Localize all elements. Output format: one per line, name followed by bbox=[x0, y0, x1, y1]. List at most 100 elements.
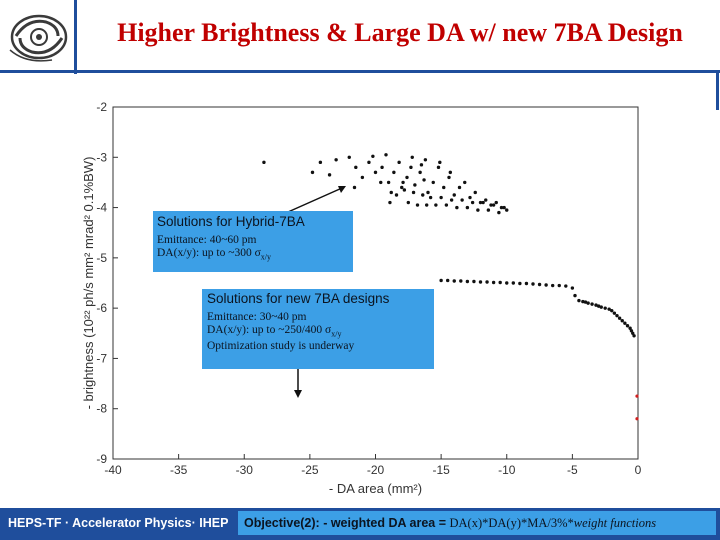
data-point bbox=[489, 203, 493, 207]
data-point bbox=[468, 195, 472, 200]
data-point bbox=[397, 160, 401, 165]
x-tick-label: -5 bbox=[567, 463, 578, 477]
data-point bbox=[334, 158, 338, 162]
data-point bbox=[352, 185, 357, 190]
hybrid-da: DA(x/y): up to ~300 σx/y bbox=[157, 247, 353, 263]
header-rule bbox=[0, 70, 720, 73]
data-point bbox=[436, 165, 441, 170]
data-point bbox=[603, 306, 607, 310]
data-point bbox=[573, 293, 577, 298]
data-point bbox=[594, 303, 598, 307]
data-point bbox=[413, 183, 417, 187]
data-point bbox=[452, 193, 456, 197]
y-tick-label: -9 bbox=[96, 452, 107, 466]
brightness-vs-da-chart: -40 -35 -30 -25 -20 -15 -10 -5 0 -2 -3 -4 -5 -6 -7 -8 -9… bbox=[81, 100, 642, 496]
data-point bbox=[310, 170, 315, 175]
data-point bbox=[478, 280, 483, 284]
data-point bbox=[423, 158, 428, 162]
data-point bbox=[478, 200, 483, 205]
data-point bbox=[457, 185, 462, 190]
slide-title: Higher Brightness & Large DA w/ new 7BA … bbox=[117, 18, 683, 47]
header-vertical-rule bbox=[74, 0, 77, 74]
data-point bbox=[402, 188, 407, 192]
data-point bbox=[617, 316, 622, 320]
hybrid-arrow-line bbox=[287, 187, 343, 213]
data-point bbox=[405, 175, 409, 180]
data-point bbox=[531, 282, 535, 286]
data-point bbox=[445, 278, 450, 283]
data-point bbox=[379, 180, 383, 185]
data-point bbox=[384, 153, 388, 157]
x-tick-label: -40 bbox=[104, 463, 122, 477]
data-point bbox=[628, 326, 632, 330]
data-point bbox=[444, 203, 449, 207]
data-point bbox=[564, 284, 568, 288]
data-point bbox=[419, 163, 424, 167]
data-point bbox=[511, 281, 516, 285]
data-point bbox=[631, 331, 635, 335]
data-point bbox=[557, 283, 561, 288]
data-point bbox=[459, 279, 463, 283]
data-point bbox=[632, 334, 636, 338]
data-point bbox=[473, 190, 477, 195]
right-vertical-rule bbox=[716, 70, 719, 110]
data-point bbox=[347, 155, 351, 159]
y-tick-label: -7 bbox=[96, 351, 107, 365]
data-point bbox=[505, 281, 509, 285]
data-point bbox=[422, 178, 426, 182]
y-tick-label: -5 bbox=[96, 251, 107, 265]
new7ba-heading: Solutions for new 7BA designs bbox=[207, 291, 390, 306]
data-point bbox=[426, 190, 430, 195]
x-tick-label: -15 bbox=[432, 463, 450, 477]
data-point bbox=[623, 321, 627, 325]
objective-formula: DA(x)*DA(y)*MA/3%* bbox=[449, 516, 574, 530]
data-point bbox=[428, 195, 433, 200]
data-point bbox=[424, 203, 429, 207]
data-point bbox=[406, 200, 411, 205]
data-point bbox=[524, 281, 529, 286]
data-point bbox=[434, 203, 438, 207]
data-point bbox=[570, 286, 575, 290]
footer-affiliation: HEPS-TF · Accelerator Physics· IHEP bbox=[8, 516, 229, 530]
data-point bbox=[360, 175, 365, 180]
data-point bbox=[610, 308, 614, 313]
objective-text: - weighted DA area = bbox=[319, 516, 450, 530]
data-point bbox=[498, 280, 502, 285]
data-point bbox=[409, 165, 413, 170]
hybrid-emittance: Emittance: 40~60 pm bbox=[157, 234, 257, 246]
new7ba-emittance: Emittance: 30~40 pm bbox=[207, 311, 307, 323]
data-point bbox=[452, 279, 456, 283]
hybrid-da-text: DA(x/y): up to ~300 σ bbox=[157, 247, 261, 259]
data-point bbox=[484, 198, 488, 202]
data-point bbox=[455, 205, 459, 210]
data-point bbox=[470, 200, 475, 205]
data-point bbox=[581, 299, 585, 304]
data-point bbox=[411, 190, 416, 195]
data-point bbox=[447, 175, 451, 180]
data-point bbox=[577, 298, 581, 303]
x-tick-label: -25 bbox=[301, 463, 319, 477]
data-point bbox=[394, 193, 399, 197]
hybrid-heading: Solutions for Hybrid-7BA bbox=[157, 214, 305, 229]
data-point bbox=[400, 185, 404, 190]
data-point bbox=[465, 205, 470, 210]
data-point bbox=[262, 160, 266, 165]
data-point bbox=[607, 307, 611, 311]
data-point bbox=[502, 205, 506, 210]
data-point bbox=[537, 282, 542, 287]
data-point bbox=[421, 193, 425, 197]
data-point bbox=[629, 329, 634, 333]
y-tick-label: -2 bbox=[96, 100, 107, 114]
data-point bbox=[481, 200, 485, 205]
footer-objective: Objective(2): - weighted DA area = DA(x)… bbox=[238, 511, 716, 535]
data-point bbox=[448, 170, 453, 175]
data-point bbox=[590, 302, 594, 306]
highlight-point bbox=[635, 417, 639, 421]
hybrid-7ba-callout: Solutions for Hybrid-7BA Emittance: 40~6… bbox=[153, 211, 353, 272]
data-point bbox=[486, 208, 491, 212]
data-point bbox=[544, 283, 548, 287]
data-point bbox=[499, 205, 504, 210]
new7ba-arrow-head bbox=[294, 390, 302, 398]
data-point bbox=[460, 198, 464, 202]
y-tick-label: -3 bbox=[96, 150, 107, 164]
